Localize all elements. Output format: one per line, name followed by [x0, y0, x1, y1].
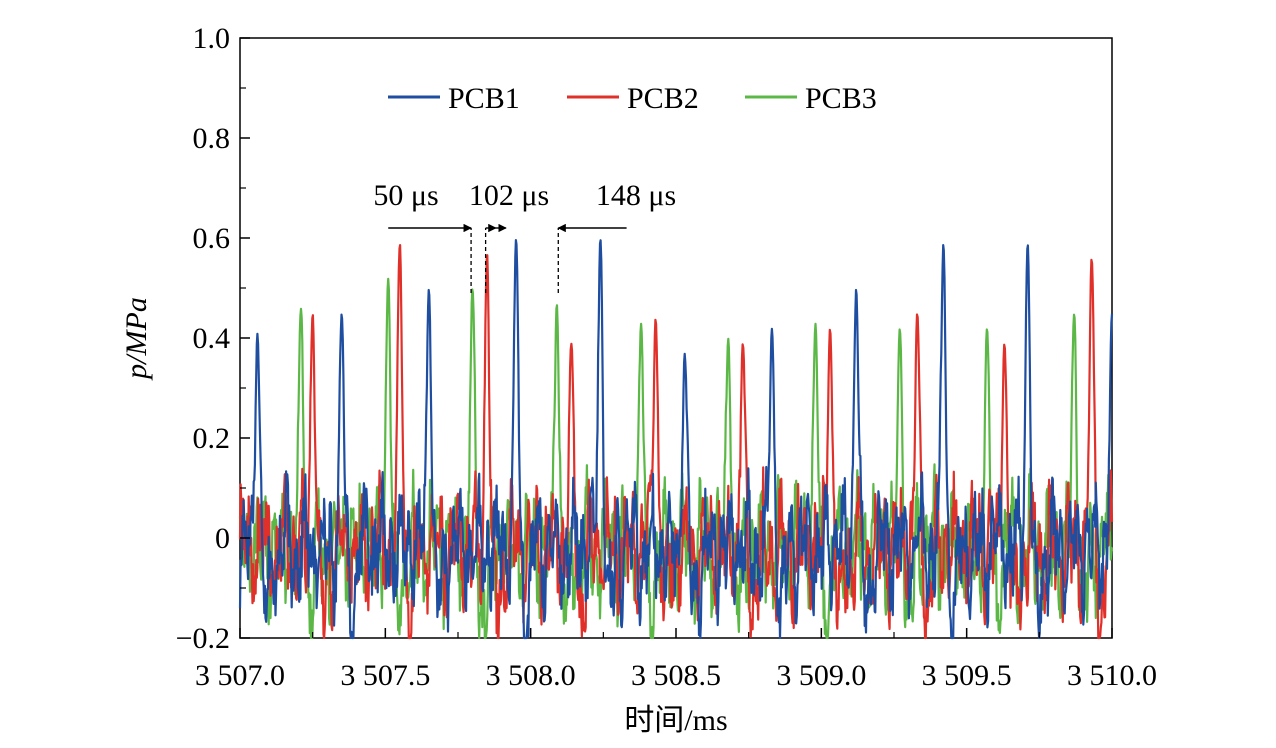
annotations: 50 μs 102 μs 148 μs	[373, 179, 676, 212]
x-tick-label: 3 508.5	[631, 659, 721, 692]
y-tick-label: 0.6	[193, 222, 231, 255]
series-layer	[238, 239, 1114, 640]
y-tick-label: 0	[215, 522, 230, 555]
x-tick-label: 3 510.0	[1067, 659, 1157, 692]
tick-layer: 3 507.0 3 507.5 3 508.0 3 508.5 3 509.0 3 509…	[176, 22, 1157, 692]
annotation-50us: 50 μs	[373, 179, 438, 212]
y-tick-label: 0.2	[193, 422, 231, 455]
y-axis-title: p/MPa	[120, 297, 153, 381]
y-tick-label: 0.4	[193, 322, 231, 355]
x-tick-label: 3 508.0	[486, 659, 576, 692]
y-tick-label: −0.2	[176, 622, 230, 655]
y-tick-label: 1.0	[193, 22, 231, 55]
x-tick-label: 3 509.5	[922, 659, 1012, 692]
annotation-148us: 148 μs	[596, 179, 676, 212]
legend-label-pcb2: PCB2	[627, 82, 699, 115]
legend: PCB1 PCB2 PCB3	[388, 82, 877, 115]
marker-layer	[388, 223, 627, 293]
annotation-102us: 102 μs	[469, 179, 549, 212]
x-tick-label: 3 507.5	[340, 659, 430, 692]
legend-label-pcb3: PCB3	[805, 82, 877, 115]
x-tick-label: 3 507.0	[195, 659, 285, 692]
x-tick-label: 3 509.0	[776, 659, 866, 692]
x-axis-title: 时间/ms	[624, 704, 727, 737]
series-line-pcb1	[238, 239, 1114, 640]
y-tick-label: 0.8	[193, 122, 231, 155]
legend-label-pcb1: PCB1	[448, 82, 520, 115]
